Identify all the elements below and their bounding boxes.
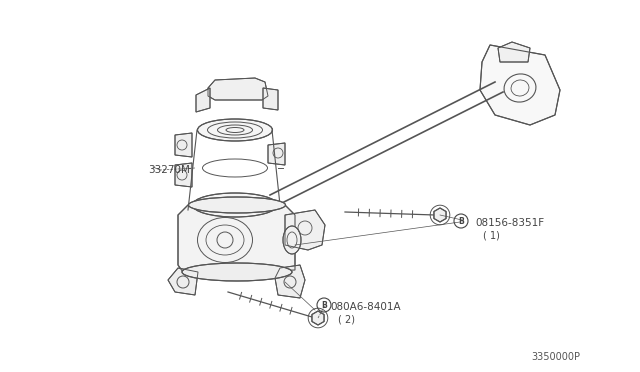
Polygon shape (498, 42, 530, 62)
Text: 3350000P: 3350000P (531, 352, 580, 362)
Text: 08156-8351F: 08156-8351F (475, 218, 544, 228)
Text: B: B (458, 217, 464, 225)
Text: 33270M: 33270M (148, 165, 190, 175)
Polygon shape (178, 205, 295, 275)
Polygon shape (434, 208, 446, 222)
Polygon shape (175, 163, 192, 187)
Ellipse shape (198, 119, 273, 141)
Polygon shape (175, 133, 192, 157)
Text: 080A6-8401A: 080A6-8401A (330, 302, 401, 312)
Ellipse shape (193, 193, 278, 217)
Polygon shape (275, 265, 305, 298)
Polygon shape (480, 45, 560, 125)
Polygon shape (312, 311, 324, 325)
Ellipse shape (182, 263, 292, 281)
Ellipse shape (189, 197, 285, 213)
Text: ( 1): ( 1) (483, 230, 500, 240)
Polygon shape (263, 88, 278, 110)
Polygon shape (285, 210, 325, 250)
Ellipse shape (283, 226, 301, 254)
Text: B: B (321, 301, 327, 310)
Polygon shape (208, 78, 268, 100)
Text: ( 2): ( 2) (338, 314, 355, 324)
Polygon shape (196, 88, 210, 112)
Polygon shape (268, 143, 285, 165)
Polygon shape (168, 268, 198, 295)
